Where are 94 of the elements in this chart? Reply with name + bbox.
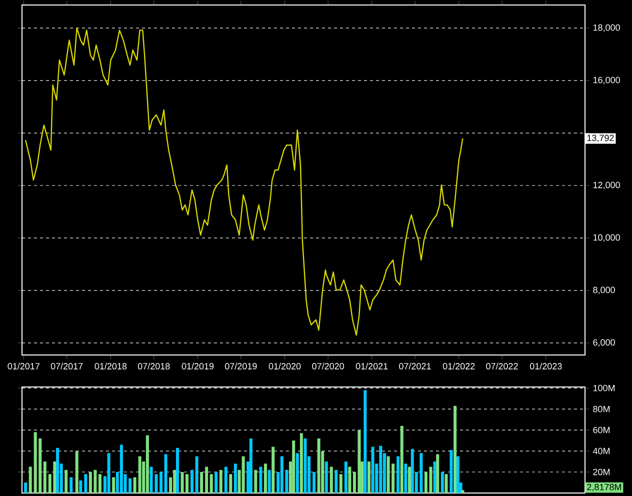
bar (219, 470, 222, 493)
bar (176, 448, 179, 493)
y-tick-label: 60M (593, 426, 610, 434)
bar (317, 438, 320, 493)
x-tick-label: 01/2022 (442, 362, 475, 370)
bar (180, 472, 184, 493)
x-tick-label: 01/2018 (94, 362, 127, 370)
bar (195, 456, 198, 493)
bar (133, 477, 136, 493)
bar (214, 472, 218, 493)
bar (150, 466, 153, 493)
bar (107, 453, 110, 493)
bar (396, 456, 400, 493)
bar (456, 456, 460, 493)
y-tick-label: 16,000 (593, 76, 620, 84)
x-tick-label: 07/2017 (50, 362, 83, 370)
bar (268, 470, 271, 493)
bar (400, 426, 404, 493)
bar (190, 470, 194, 493)
bar (242, 456, 245, 493)
bar (312, 472, 316, 493)
bar (259, 466, 262, 493)
y-tick-label: 10,000 (593, 234, 620, 242)
bar (173, 470, 176, 493)
bar (224, 466, 228, 493)
bar (304, 438, 307, 493)
bar (75, 451, 78, 493)
x-tick-label: 07/2019 (224, 362, 257, 370)
x-tick-label: 07/2018 (138, 362, 170, 370)
bar (364, 390, 367, 493)
bar (444, 474, 448, 493)
bar (160, 472, 163, 493)
x-tick-label: 01/2019 (182, 362, 214, 370)
bar (120, 444, 123, 493)
bar (408, 466, 411, 493)
bar (138, 456, 142, 493)
bar (410, 448, 414, 493)
bar (344, 462, 348, 493)
bar (146, 435, 149, 493)
bar (450, 450, 453, 493)
bar (371, 446, 374, 493)
bar (461, 490, 464, 493)
x-tick-label: 01/2021 (356, 362, 388, 370)
x-tick-label: 07/2020 (312, 362, 344, 370)
bar (404, 464, 408, 493)
x-tick-label: 07/2022 (486, 362, 518, 370)
bar (348, 466, 352, 493)
bar (229, 474, 232, 493)
y-tick-label: 18,000 (593, 24, 620, 32)
y-tick-label: 8,000 (593, 286, 615, 294)
bar (296, 453, 299, 493)
bar (324, 462, 328, 493)
y-tick-label: 80M (593, 406, 610, 412)
bar (186, 474, 189, 493)
annotation: 13,792 (587, 134, 614, 142)
bar (234, 464, 237, 493)
bar (205, 466, 208, 493)
bar (436, 454, 440, 493)
bar (56, 448, 60, 493)
bar (440, 472, 444, 493)
bar (28, 466, 32, 493)
bar (249, 438, 252, 493)
x-tick-label: 07/2021 (399, 362, 431, 370)
bar (334, 470, 338, 493)
x-tick-label: 01/2023 (530, 362, 562, 370)
bar (339, 474, 342, 493)
y-tick-label: 12,000 (593, 182, 620, 190)
bar (200, 472, 204, 493)
bar (43, 462, 46, 493)
bar (164, 454, 168, 493)
bar (98, 474, 102, 493)
bar (264, 464, 267, 493)
y-tick-label: 100M (593, 384, 615, 392)
text: 2,8178M (587, 484, 621, 492)
bar (210, 474, 213, 493)
y-tick-label: 20M (593, 468, 610, 476)
bar (330, 466, 333, 493)
bar (79, 480, 82, 493)
bar (272, 446, 275, 493)
bar (64, 470, 68, 493)
x-tick-label: 01/2020 (268, 362, 301, 370)
y-tick-label: 40M (592, 448, 610, 454)
bar (254, 470, 258, 493)
bar (454, 406, 457, 493)
bar (379, 446, 382, 493)
bar (367, 462, 370, 493)
bar (24, 482, 28, 493)
bar (112, 477, 116, 493)
bar (292, 440, 296, 493)
bar (70, 477, 73, 493)
y-tick-label: 6,000 (593, 339, 615, 347)
bar (300, 433, 303, 493)
bar (84, 474, 88, 493)
x-tick-label: 01/2017 (8, 362, 40, 370)
